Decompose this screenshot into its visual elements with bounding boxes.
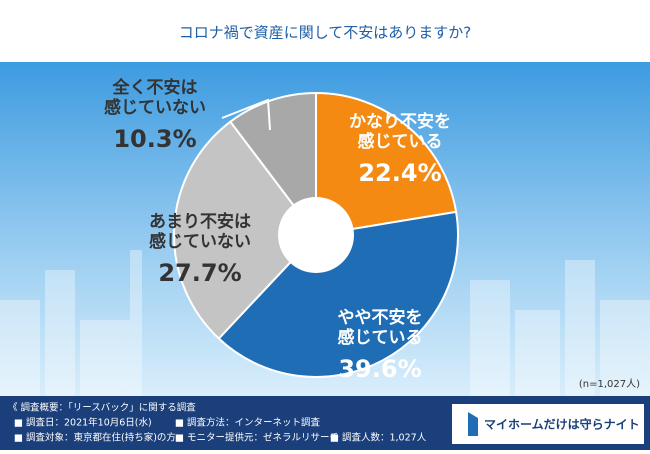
logo-box: [452, 404, 644, 444]
pie: [173, 91, 459, 378]
logo-icon: [468, 412, 478, 436]
footer-item: ■ モニター提供元：ゼネラルリサーチ: [175, 432, 339, 444]
sample-note: (n=1,027人): [579, 378, 640, 390]
value-label: 10.3%: [113, 125, 196, 153]
title-band: [0, 0, 650, 62]
value-label: 22.4%: [358, 159, 441, 187]
slice-label: かなり不安を: [349, 111, 451, 132]
value-label: 39.6%: [338, 355, 421, 383]
slice-label: あまり不安は: [149, 211, 251, 232]
donut-hole: [278, 197, 354, 273]
slice-label: 感じていない: [104, 97, 206, 118]
leader-line: [221, 98, 271, 131]
logo: マイホームだけは守らナイト: [484, 417, 640, 432]
value-label: 27.7%: [158, 259, 241, 287]
footer-item: ■ 調査対象：東京都在住(持ち家)の方: [14, 432, 176, 444]
pie-slice: [315, 91, 458, 237]
chart-title: コロナ禍で資産に関して不安はありますか?: [179, 24, 472, 42]
footer-item: ■ 調査日：2021年10月6日(水): [14, 417, 152, 429]
pie-slice: [173, 120, 318, 340]
pie-slice: [228, 91, 317, 238]
skyline: [0, 250, 650, 396]
slice-label: 感じていない: [149, 231, 251, 252]
slice-label: 感じている: [338, 327, 423, 348]
slice-label: 全く不安は: [112, 77, 198, 98]
footer-item: ■ 調査人数：1,027人: [330, 432, 427, 444]
slice-label: 感じている: [358, 131, 443, 152]
footer-heading: 《 調査概要：「リースバック」に関する調査: [8, 402, 196, 414]
slice-label: やや不安を: [338, 307, 423, 328]
pie-slice: [217, 210, 459, 378]
footer-item: ■ 調査方法：インターネット調査: [175, 417, 320, 429]
